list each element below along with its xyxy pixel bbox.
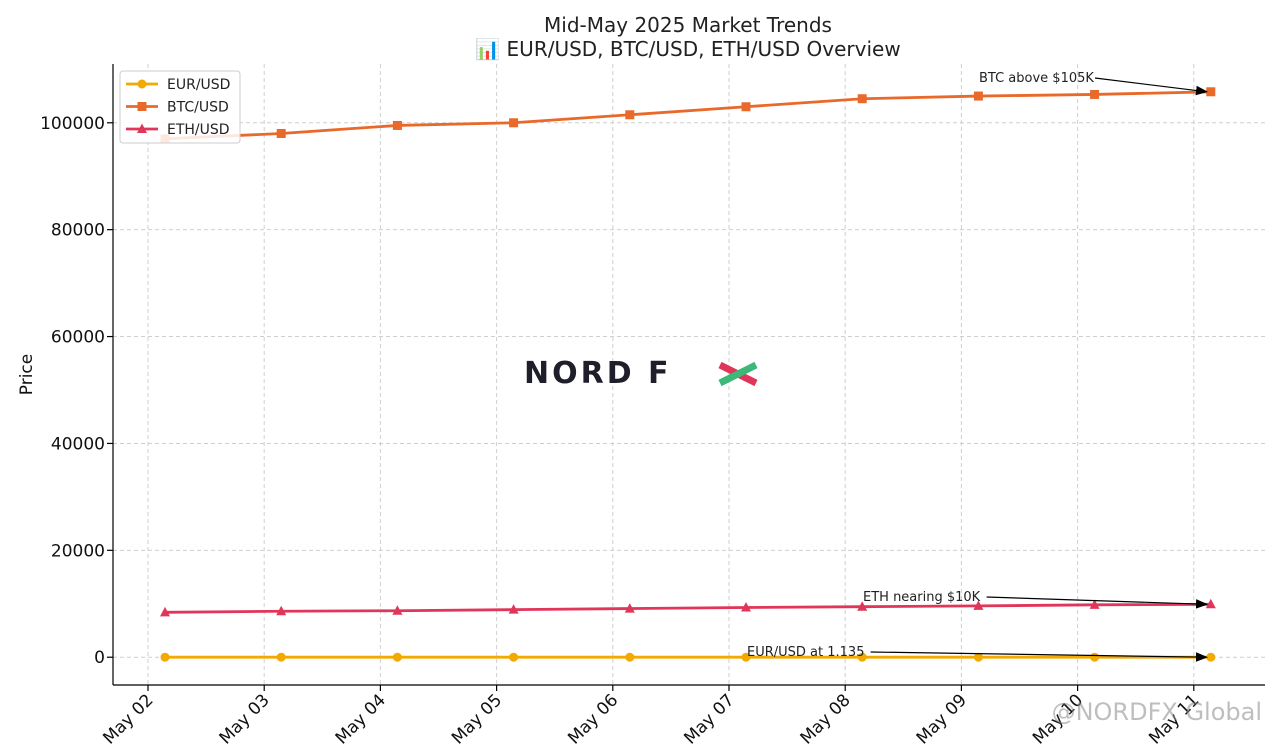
y-tick-label: 60000 — [51, 328, 105, 348]
x-tick-label: May 05 — [448, 690, 506, 747]
series-btc-usd — [161, 87, 1216, 143]
data-point-btc-usd — [974, 92, 983, 101]
legend-label: BTC/USD — [167, 100, 229, 116]
y-tick-label: 80000 — [51, 221, 105, 241]
data-point-btc-usd — [742, 102, 751, 111]
svg-text:NORD F: NORD F — [524, 356, 672, 391]
series — [160, 87, 1216, 661]
data-point-eur-usd — [1206, 653, 1215, 662]
series-eur-usd — [161, 653, 1216, 662]
series-line-eth-usd — [165, 604, 1211, 612]
legend-marker — [138, 102, 147, 111]
data-point-btc-usd — [393, 121, 402, 130]
data-point-btc-usd — [277, 129, 286, 138]
x-tick-label: May 04 — [332, 690, 390, 747]
x-tick-label: May 06 — [564, 690, 622, 747]
data-point-eur-usd — [625, 653, 634, 662]
x-tick-label: May 07 — [680, 690, 738, 747]
axes: 0 20000 40000 60000 80000 100000 May 02 May 03 M… — [17, 64, 1265, 747]
data-point-btc-usd — [509, 118, 518, 127]
chart-subtitle: 📊 EUR/USD, BTC/USD, ETH/USD Overview — [475, 37, 900, 61]
annotation-label: ETH nearing $10K — [863, 590, 981, 605]
data-point-eur-usd — [277, 653, 286, 662]
x-tick-label: May 02 — [99, 690, 157, 747]
legend-marker — [138, 80, 147, 89]
grid — [113, 64, 1265, 685]
nordfx-logo: NORD F — [524, 356, 756, 391]
legend-label: ETH/USD — [167, 122, 230, 138]
credit-watermark: @NORDFX Global — [1052, 698, 1262, 726]
data-point-eur-usd — [509, 653, 518, 662]
x-tick-label: May 08 — [797, 690, 855, 747]
annotation-label: BTC above $105K — [979, 71, 1094, 86]
y-tick-label: 100000 — [40, 114, 105, 134]
series-line-btc-usd — [165, 92, 1211, 139]
y-tick-label: 20000 — [51, 541, 105, 561]
data-point-eur-usd — [1090, 653, 1099, 662]
annotation-label: EUR/USD at 1.135 — [747, 645, 864, 660]
legend-label: EUR/USD — [167, 77, 230, 93]
y-tick-label: 0 — [94, 648, 105, 668]
x-tick-label: May 09 — [913, 690, 971, 747]
y-tick-label: 40000 — [51, 434, 105, 454]
series-eth-usd — [160, 599, 1216, 617]
data-point-eur-usd — [161, 653, 170, 662]
chart-title: Mid-May 2025 Market Trends — [544, 13, 832, 37]
data-point-btc-usd — [1090, 90, 1099, 99]
data-point-btc-usd — [858, 94, 867, 103]
data-point-btc-usd — [1206, 87, 1215, 96]
annotation-arrow — [1095, 78, 1207, 92]
data-point-btc-usd — [625, 110, 634, 119]
annotation-arrow — [987, 597, 1207, 604]
x-tick-label: May 03 — [216, 690, 274, 747]
y-axis-label: Price — [17, 354, 37, 395]
legend: EUR/USD BTC/USD ETH/USD — [120, 71, 240, 143]
data-point-eur-usd — [393, 653, 402, 662]
annotations: BTC above $105K ETH nearing $10K EUR/USD a… — [747, 71, 1207, 660]
